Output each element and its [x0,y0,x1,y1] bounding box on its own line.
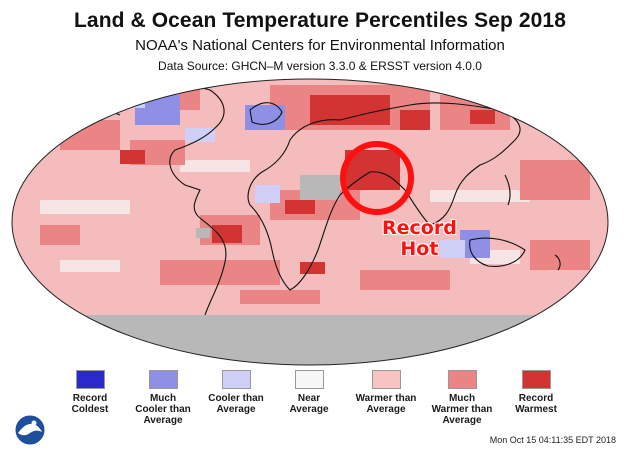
legend-label: Warmer than Average [346,393,426,415]
legend-line: Near [297,393,321,404]
legend-line: Record [72,393,108,404]
record-warm-region [400,110,430,130]
near-avg-band [60,260,120,272]
legend-item-much-warmer: Much Warmer than Average [422,370,502,426]
legend-item-warmer: Warmer than Average [346,370,426,415]
record-hot-label: Record Hot [382,218,457,260]
near-avg-band [180,160,250,172]
legend-item-record-warmest: Record Warmest [496,370,576,415]
much-warmer-region [240,290,320,304]
legend-swatch [447,370,477,389]
cooler-region [255,185,280,203]
record-warm-region [470,110,495,124]
legend-line: Record [518,393,554,404]
legend-swatch [75,370,105,389]
legend-line: Warmest [515,404,557,415]
legend-label: Cooler than Average [196,393,276,415]
much-warmer-region [160,260,280,285]
legend-item-cooler: Cooler than Average [196,370,276,415]
timestamp: Mon Oct 15 04:11:35 EDT 2018 [489,435,616,445]
page-subtitle: NOAA's National Centers for Environmenta… [135,37,505,54]
legend-swatch [148,370,178,389]
legend-item-near-average: Near Average [269,370,349,415]
data-source: Data Source: GHCN–M version 3.3.0 & ERSS… [158,59,482,73]
legend-swatch [521,370,551,389]
cooler-region [185,128,215,142]
legend-line: Warmer than [431,404,493,415]
legend-label: Much Cooler than Average [123,393,203,426]
legend-line: Cooler than [208,393,264,404]
legend-line: Average [216,404,256,415]
legend-label: Much Warmer than Average [422,393,502,426]
legend-swatch [221,370,251,389]
legend-item-record-coldest: Record Coldest [50,370,130,415]
legend-line: Average [442,415,482,426]
record-hot-circle [340,141,414,215]
legend-line: Warmer than [355,393,417,404]
record-warm-region [120,150,145,164]
page-title: Land & Ocean Temperature Percentiles Sep… [74,9,566,32]
legend-line: Much [149,393,177,404]
legend-line: Cooler than [135,404,191,415]
cooler-region [120,90,145,108]
much-warmer-region [520,160,590,200]
much-warmer-region [60,120,120,150]
much-warmer-region [40,225,80,245]
near-avg-band [40,200,130,214]
record-warm-region [285,200,315,214]
legend-item-much-cooler: Much Cooler than Average [123,370,203,426]
legend-line: Coldest [71,404,109,415]
legend-swatch [294,370,324,389]
map-outline [11,78,609,366]
legend: Record Coldest Much Cooler than Average … [0,370,640,430]
map-fill [12,79,608,365]
near-avg-band [430,190,530,202]
record-warm-region [212,225,242,243]
noaa-logo[interactable] [14,414,46,446]
cooler-region [440,240,465,258]
legend-line: Average [289,404,329,415]
record-warm-region [300,262,325,274]
record-hot-line2: Hot [400,238,439,260]
no-data-region [300,175,340,200]
legend-label: Record Warmest [496,393,576,415]
legend-line: Much [448,393,476,404]
legend-line: Average [366,404,406,415]
legend-label: Near Average [269,393,349,415]
much-warmer-region [360,270,450,290]
no-data-region [196,228,210,238]
legend-line: Average [143,415,183,426]
legend-label: Record Coldest [50,393,130,415]
record-hot-line1: Record [382,217,457,239]
legend-swatch [371,370,401,389]
